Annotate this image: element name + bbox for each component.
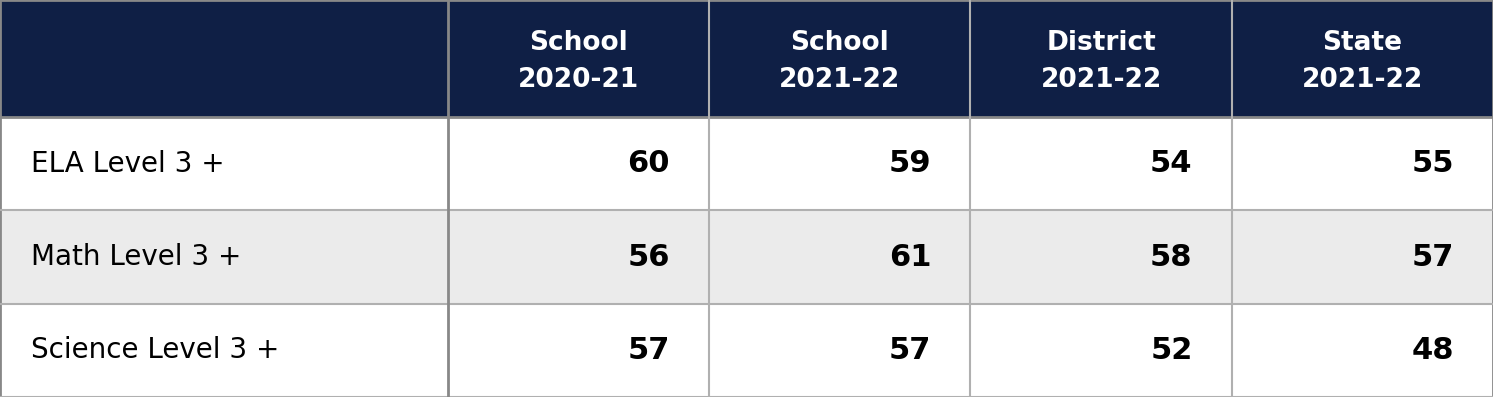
Text: School: School	[790, 30, 890, 56]
Bar	[970, 0, 1232, 117]
Bar	[709, 210, 970, 304]
Text: 2021-22: 2021-22	[1302, 67, 1423, 93]
Bar	[1232, 304, 1493, 397]
Text: ELA Level 3 +: ELA Level 3 +	[31, 150, 225, 178]
Bar	[448, 304, 709, 397]
Bar	[0, 304, 448, 397]
Bar	[448, 117, 709, 210]
Bar	[0, 117, 448, 210]
Bar	[970, 117, 1232, 210]
Text: Science Level 3 +: Science Level 3 +	[31, 336, 279, 364]
Text: 2021-22: 2021-22	[779, 67, 900, 93]
Bar	[1232, 117, 1493, 210]
Text: 54: 54	[1150, 149, 1193, 178]
Text: 58: 58	[1150, 243, 1193, 272]
Bar	[0, 0, 448, 117]
Text: Math Level 3 +: Math Level 3 +	[31, 243, 242, 271]
Text: 59: 59	[888, 149, 932, 178]
Text: State: State	[1323, 30, 1402, 56]
Bar	[1232, 0, 1493, 117]
Bar	[709, 304, 970, 397]
Bar	[970, 210, 1232, 304]
Bar	[1232, 210, 1493, 304]
Bar	[970, 304, 1232, 397]
Text: 55: 55	[1411, 149, 1454, 178]
Bar	[709, 117, 970, 210]
Text: 56: 56	[627, 243, 670, 272]
Bar	[0, 210, 448, 304]
Bar	[709, 0, 970, 117]
Text: 2021-22: 2021-22	[1041, 67, 1162, 93]
Text: 2020-21: 2020-21	[518, 67, 639, 93]
Text: District: District	[1047, 30, 1156, 56]
Text: 60: 60	[627, 149, 670, 178]
Text: 61: 61	[888, 243, 932, 272]
Text: 52: 52	[1150, 336, 1193, 365]
Text: 57: 57	[627, 336, 670, 365]
Text: 48: 48	[1411, 336, 1454, 365]
Text: 57: 57	[888, 336, 932, 365]
Text: 57: 57	[1411, 243, 1454, 272]
Bar	[448, 0, 709, 117]
Text: School: School	[529, 30, 629, 56]
Bar	[448, 210, 709, 304]
